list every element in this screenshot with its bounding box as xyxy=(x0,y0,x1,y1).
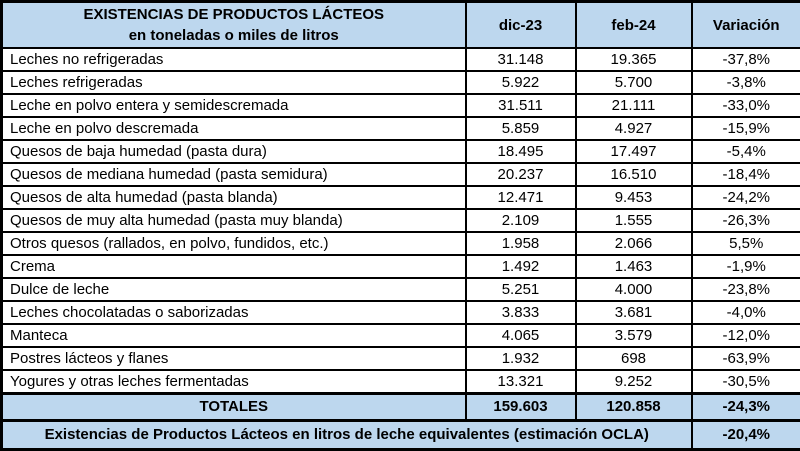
dic23-value: 5.922 xyxy=(466,71,576,94)
table-row: Leches refrigeradas 5.922 5.700 -3,8% xyxy=(2,71,800,94)
totals-feb24-value: 120.858 xyxy=(576,393,692,420)
feb24-value: 19.365 xyxy=(576,48,692,71)
table-row: Quesos de baja humedad (pasta dura) 18.4… xyxy=(2,140,800,163)
table-row: Leches no refrigeradas 31.148 19.365 -37… xyxy=(2,48,800,71)
col-header-feb24: feb-24 xyxy=(576,2,692,49)
variation-value: -5,4% xyxy=(692,140,800,163)
product-label: Leche en polvo descremada xyxy=(2,117,466,140)
variation-value: 5,5% xyxy=(692,232,800,255)
variation-value: -33,0% xyxy=(692,94,800,117)
product-label: Quesos de baja humedad (pasta dura) xyxy=(2,140,466,163)
feb24-value: 2.066 xyxy=(576,232,692,255)
dic23-value: 4.065 xyxy=(466,324,576,347)
variation-value: -26,3% xyxy=(692,209,800,232)
product-label: Yogures y otras leches fermentadas xyxy=(2,370,466,393)
variation-value: -37,8% xyxy=(692,48,800,71)
totals-label: TOTALES xyxy=(2,393,466,420)
variation-value: -18,4% xyxy=(692,163,800,186)
dic23-value: 31.511 xyxy=(466,94,576,117)
table-title: EXISTENCIAS DE PRODUCTOS LÁCTEOS en tone… xyxy=(2,2,466,49)
dic23-value: 5.251 xyxy=(466,278,576,301)
footer-variation-value: -20,4% xyxy=(692,420,800,449)
dic23-value: 20.237 xyxy=(466,163,576,186)
product-label: Quesos de muy alta humedad (pasta muy bl… xyxy=(2,209,466,232)
feb24-value: 1.555 xyxy=(576,209,692,232)
dic23-value: 1.958 xyxy=(466,232,576,255)
product-label: Leches refrigeradas xyxy=(2,71,466,94)
product-label: Leche en polvo entera y semidescremada xyxy=(2,94,466,117)
product-label: Quesos de alta humedad (pasta blanda) xyxy=(2,186,466,209)
feb24-value: 5.700 xyxy=(576,71,692,94)
variation-value: -63,9% xyxy=(692,347,800,370)
product-label: Leches chocolatadas o saborizadas xyxy=(2,301,466,324)
product-label: Crema xyxy=(2,255,466,278)
header-row: EXISTENCIAS DE PRODUCTOS LÁCTEOS en tone… xyxy=(2,2,800,49)
totals-variation-value: -24,3% xyxy=(692,393,800,420)
dic23-value: 2.109 xyxy=(466,209,576,232)
product-label: Dulce de leche xyxy=(2,278,466,301)
table-row: Quesos de alta humedad (pasta blanda) 12… xyxy=(2,186,800,209)
dic23-value: 18.495 xyxy=(466,140,576,163)
variation-value: -30,5% xyxy=(692,370,800,393)
col-header-variacion: Variación xyxy=(692,2,800,49)
product-label: Leches no refrigeradas xyxy=(2,48,466,71)
product-label: Postres lácteos y flanes xyxy=(2,347,466,370)
variation-value: -12,0% xyxy=(692,324,800,347)
dic23-value: 12.471 xyxy=(466,186,576,209)
dic23-value: 31.148 xyxy=(466,48,576,71)
table-row: Quesos de mediana humedad (pasta semidur… xyxy=(2,163,800,186)
product-label: Manteca xyxy=(2,324,466,347)
footer-note: Existencias de Productos Lácteos en litr… xyxy=(2,420,692,449)
table-title-line2: en toneladas o miles de litros xyxy=(4,25,464,46)
feb24-value: 21.111 xyxy=(576,94,692,117)
dic23-value: 1.932 xyxy=(466,347,576,370)
footer-row: Existencias de Productos Lácteos en litr… xyxy=(2,420,800,449)
variation-value: -3,8% xyxy=(692,71,800,94)
table-row: Postres lácteos y flanes 1.932 698 -63,9… xyxy=(2,347,800,370)
table-row: Dulce de leche 5.251 4.000 -23,8% xyxy=(2,278,800,301)
table-row: Manteca 4.065 3.579 -12,0% xyxy=(2,324,800,347)
table-row: Leche en polvo entera y semidescremada 3… xyxy=(2,94,800,117)
table-row: Crema 1.492 1.463 -1,9% xyxy=(2,255,800,278)
variation-value: -15,9% xyxy=(692,117,800,140)
totals-dic23-value: 159.603 xyxy=(466,393,576,420)
dic23-value: 13.321 xyxy=(466,370,576,393)
product-label: Otros quesos (rallados, en polvo, fundid… xyxy=(2,232,466,255)
variation-value: -1,9% xyxy=(692,255,800,278)
table-row: Quesos de muy alta humedad (pasta muy bl… xyxy=(2,209,800,232)
feb24-value: 1.463 xyxy=(576,255,692,278)
feb24-value: 3.681 xyxy=(576,301,692,324)
feb24-value: 4.927 xyxy=(576,117,692,140)
feb24-value: 3.579 xyxy=(576,324,692,347)
feb24-value: 9.252 xyxy=(576,370,692,393)
feb24-value: 17.497 xyxy=(576,140,692,163)
variation-value: -4,0% xyxy=(692,301,800,324)
table-row: Yogures y otras leches fermentadas 13.32… xyxy=(2,370,800,393)
feb24-value: 9.453 xyxy=(576,186,692,209)
table-row: Leche en polvo descremada 5.859 4.927 -1… xyxy=(2,117,800,140)
table-row: Leches chocolatadas o saborizadas 3.833 … xyxy=(2,301,800,324)
feb24-value: 16.510 xyxy=(576,163,692,186)
variation-value: -23,8% xyxy=(692,278,800,301)
product-label: Quesos de mediana humedad (pasta semidur… xyxy=(2,163,466,186)
feb24-value: 4.000 xyxy=(576,278,692,301)
totals-row: TOTALES 159.603 120.858 -24,3% xyxy=(2,393,800,420)
table-title-line1: EXISTENCIAS DE PRODUCTOS LÁCTEOS xyxy=(4,4,464,25)
dic23-value: 3.833 xyxy=(466,301,576,324)
table-row: Otros quesos (rallados, en polvo, fundid… xyxy=(2,232,800,255)
variation-value: -24,2% xyxy=(692,186,800,209)
feb24-value: 698 xyxy=(576,347,692,370)
col-header-dic23: dic-23 xyxy=(466,2,576,49)
dic23-value: 5.859 xyxy=(466,117,576,140)
dic23-value: 1.492 xyxy=(466,255,576,278)
